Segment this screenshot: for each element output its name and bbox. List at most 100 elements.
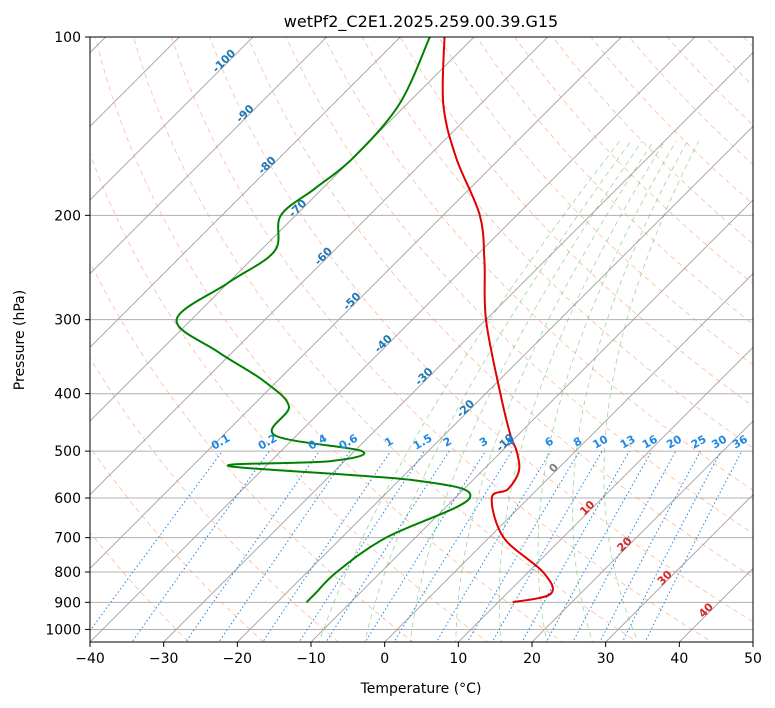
dry-adiabat-line — [94, 37, 564, 642]
mixing-ratio-label: 30 — [709, 432, 729, 451]
dry-adiabat-line — [399, 37, 753, 407]
isotherm-line — [752, 641, 753, 642]
dry-adiabat-line — [90, 152, 489, 642]
dry-adiabat-line — [590, 37, 753, 205]
x-axis-label: Temperature (°C) — [360, 681, 482, 697]
isotherm-line — [605, 494, 753, 642]
mixing-ratio-line — [131, 450, 270, 642]
dry-adiabat-label: -50 — [340, 290, 363, 313]
isotherm-line — [163, 52, 753, 642]
dry-adiabat-line — [705, 37, 753, 87]
y-tick-label: 600 — [54, 491, 81, 507]
mixing-ratio-line — [435, 450, 552, 642]
mixing-ratio-line — [298, 450, 425, 642]
moist-adiabat-line — [364, 141, 632, 642]
mixing-ratio-label: 36 — [730, 432, 750, 451]
y-tick-label: 400 — [54, 387, 81, 403]
dry-adiabat-label: -30 — [412, 365, 435, 388]
isotherm-line — [90, 37, 401, 348]
x-tick-label: 30 — [597, 651, 615, 667]
dry-adiabat-label: -20 — [454, 397, 477, 420]
mixing-ratio-line — [466, 450, 580, 642]
dry-adiabat-line — [133, 37, 638, 642]
x-tick-label: 50 — [744, 651, 762, 667]
dry-adiabat-line — [514, 37, 753, 285]
mixing-ratio-line — [325, 450, 450, 642]
dry-adiabat-line — [476, 37, 753, 325]
mixing-ratio-line — [644, 450, 743, 642]
dry-adiabat-line — [285, 37, 753, 534]
dry-adiabat-label: -100 — [210, 46, 239, 75]
isotherm-line — [90, 37, 475, 422]
y-axis-label: Pressure (hPa) — [12, 290, 28, 390]
isotherm-line — [310, 199, 753, 642]
isotherm-line — [457, 346, 753, 642]
axes: −40 −30 −20 −10 0 10 20 30 40 50 100 200 300 400 500 60… — [45, 30, 762, 667]
dry-adiabat-line — [90, 357, 339, 642]
dewpoint-profile-line — [175, 37, 472, 604]
y-tick-label: 1000 — [45, 622, 81, 638]
y-tick-label: 800 — [54, 565, 81, 581]
dry-adiabat-line — [743, 37, 753, 48]
mixing-ratio-line — [262, 450, 392, 642]
mixing-ratio-label: 1.5 — [411, 432, 434, 453]
moist-adiabat-line — [318, 141, 620, 642]
mixing-ratio-label: 16 — [640, 432, 660, 451]
x-tick-label: −40 — [75, 651, 105, 667]
y-tick-label: 700 — [54, 531, 81, 547]
y-tick-label: 200 — [54, 208, 81, 224]
dry-adiabat-label: 40 — [696, 600, 716, 620]
chart-title: wetPf2_C2E1.2025.259.00.39.G15 — [284, 12, 558, 32]
mixing-ratio-line — [545, 450, 653, 642]
mixing-ratio-line — [218, 450, 351, 642]
dry-adiabat-label: -40 — [372, 332, 395, 355]
x-tick-label: 20 — [523, 651, 541, 667]
mixing-ratio-line — [572, 450, 677, 642]
isotherm-line — [90, 37, 254, 201]
dry-adiabat-label: -90 — [233, 102, 256, 125]
y-tick-label: 500 — [54, 444, 81, 460]
mixing-ratio-label: 10 — [591, 432, 611, 451]
mixing-ratio-line — [393, 450, 513, 642]
y-tick-label: 300 — [54, 313, 81, 329]
x-tick-label: −20 — [223, 651, 253, 667]
plot-frame — [89, 36, 754, 643]
background-lines — [90, 37, 753, 642]
x-tick-label: 0 — [380, 651, 389, 667]
isotherm-line — [678, 567, 753, 642]
dry-adiabat-line — [209, 37, 753, 623]
mixing-ratio-line — [599, 450, 701, 642]
dry-adiabat-line — [666, 37, 753, 126]
dry-adiabat-line — [438, 37, 753, 366]
mixing-ratio-label: 1 — [382, 435, 395, 450]
dry-adiabat-label: -60 — [312, 244, 335, 267]
mixing-ratio-label: 8 — [571, 435, 584, 450]
mixing-ratio-line — [491, 450, 603, 642]
mixing-ratio-label: 3 — [477, 435, 490, 450]
moist-adiabat-line — [603, 141, 699, 642]
x-tick-label: 40 — [670, 651, 688, 667]
moist-adiabat-line — [409, 141, 643, 642]
mixing-ratio-line — [90, 450, 223, 632]
dry-adiabat-line — [247, 37, 753, 578]
mixing-ratio-label: 25 — [689, 433, 709, 452]
moist-adiabat-line — [537, 141, 677, 642]
profile-lines — [175, 37, 554, 604]
mixing-ratio-label: 20 — [664, 432, 684, 451]
mixing-ratio-label: 6 — [543, 434, 556, 449]
mixing-ratio-line — [621, 450, 722, 642]
isotherm-line — [90, 37, 180, 127]
isotherm-line — [90, 37, 549, 496]
dry-adiabat-line — [552, 37, 753, 245]
y-tick-label: 100 — [54, 30, 81, 46]
moist-adiabat-line — [498, 141, 666, 642]
temperature-profile-line — [441, 37, 554, 604]
moist-adiabat-line — [572, 141, 688, 642]
x-tick-label: −10 — [296, 651, 326, 667]
dry-adiabat-label: -70 — [286, 197, 309, 220]
x-tick-label: −30 — [149, 651, 179, 667]
isotherm-line — [90, 37, 622, 569]
dry-adiabat-line — [361, 37, 753, 449]
mixing-ratio-label: 2 — [441, 435, 454, 450]
